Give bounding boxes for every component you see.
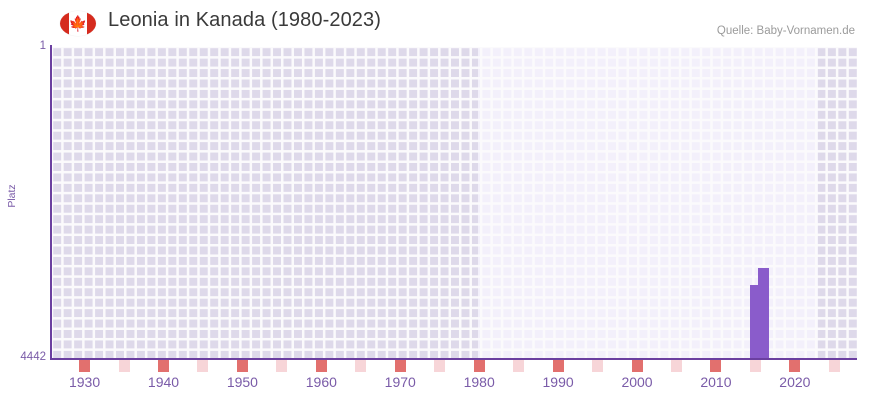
tick-major-2010	[710, 360, 722, 372]
tick-major-1930	[79, 360, 91, 372]
tick-minor-2015	[749, 360, 761, 372]
tick-major-2020	[789, 360, 801, 372]
x-axis-label-1990: 1990	[542, 374, 574, 390]
x-axis-labels: 1930 1940 1950 1960 1970 1980 1990 2000 2010 2020	[52, 374, 857, 400]
tick-minor-1995	[592, 360, 604, 372]
tick-major-1990	[552, 360, 564, 372]
chart-header: 🍁 Leonia in Kanada (1980-2023) Quelle: B…	[0, 0, 873, 46]
page-title: Leonia in Kanada (1980-2023)	[108, 9, 382, 31]
x-axis-label-1960: 1960	[305, 374, 337, 390]
y-axis-line	[50, 45, 52, 358]
tick-major-1950	[236, 360, 248, 372]
y-axis-title: Platz	[6, 184, 18, 208]
x-axis-label-1940: 1940	[147, 374, 180, 390]
x-axis-label-1950: 1950	[226, 374, 258, 390]
flag-band-right	[86, 11, 96, 36]
tick-major-1940	[157, 360, 169, 372]
tick-major-1960	[315, 360, 327, 372]
flag-band-left	[60, 11, 70, 36]
bar-2016	[758, 267, 769, 358]
x-axis-label-2000: 2000	[621, 374, 653, 390]
tick-minor-1985	[513, 360, 525, 372]
tick-minor-1945	[197, 360, 209, 372]
x-axis-line	[50, 358, 857, 360]
tick-minor-1975	[434, 360, 446, 372]
tick-major-1980	[473, 360, 485, 372]
tick-major-2000	[631, 360, 643, 372]
x-axis-label-1930: 1930	[68, 374, 101, 390]
plot-gridlines	[52, 47, 857, 358]
tick-minor-1965	[355, 360, 367, 372]
y-axis-tick-top: 1	[39, 40, 46, 52]
maple-leaf-icon: 🍁	[68, 15, 88, 32]
x-axis-tick-marks	[52, 360, 857, 372]
x-axis-label-1980: 1980	[463, 374, 495, 390]
tick-minor-1955	[276, 360, 288, 372]
plot-area	[50, 45, 857, 360]
bar-2015	[750, 284, 761, 358]
tick-minor-1935	[118, 360, 130, 372]
x-axis-label-2020: 2020	[779, 374, 811, 390]
tick-minor-2005	[670, 360, 682, 372]
source-attribution: Quelle: Baby-Vornamen.de	[716, 25, 855, 37]
canada-flag-icon: 🍁	[60, 11, 96, 36]
tick-minor-2025	[828, 360, 840, 372]
tick-major-1970	[394, 360, 406, 372]
y-axis-tick-bottom: 4442	[20, 351, 46, 363]
x-axis-label-2010: 2010	[700, 374, 732, 390]
x-axis-label-1970: 1970	[384, 374, 416, 390]
